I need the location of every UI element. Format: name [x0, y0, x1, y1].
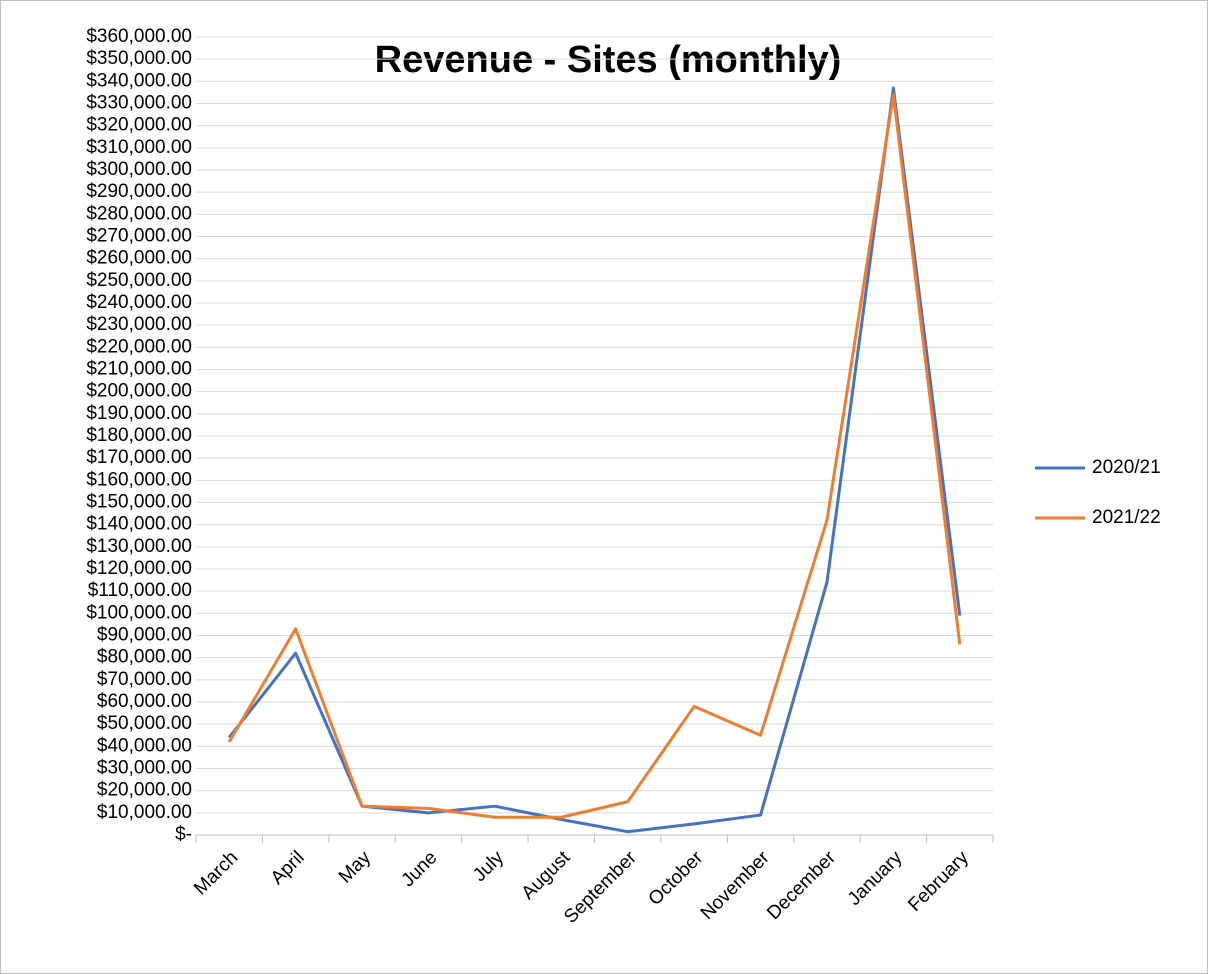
- y-tick-label: $100,000.00: [86, 602, 192, 623]
- chart-title: Revenue - Sites (monthly): [375, 39, 842, 81]
- y-tick-label: $40,000.00: [97, 735, 192, 756]
- y-tick-label: $50,000.00: [97, 713, 192, 734]
- y-tick-label: $180,000.00: [86, 425, 192, 446]
- y-tick-label: $150,000.00: [86, 492, 192, 513]
- y-tick-label: $140,000.00: [86, 514, 192, 535]
- y-tick-label: $320,000.00: [86, 115, 192, 136]
- y-tick-label: $210,000.00: [86, 359, 192, 380]
- y-tick-label: $80,000.00: [97, 647, 192, 668]
- y-tick-label: $120,000.00: [86, 558, 192, 579]
- legend-label: 2020/21: [1092, 457, 1161, 478]
- y-tick-label: $130,000.00: [86, 536, 192, 557]
- y-tick-label: $10,000.00: [97, 802, 192, 823]
- y-tick-label: $190,000.00: [86, 403, 192, 424]
- y-tick-label: $330,000.00: [86, 93, 192, 114]
- y-tick-label: $170,000.00: [86, 447, 192, 468]
- y-tick-label: $160,000.00: [86, 469, 192, 490]
- y-tick-label: $110,000.00: [88, 580, 192, 601]
- y-tick-label: $90,000.00: [97, 625, 192, 646]
- y-tick-label: $220,000.00: [86, 336, 192, 357]
- y-tick-label: $230,000.00: [86, 314, 192, 335]
- y-tick-label: $240,000.00: [86, 292, 192, 313]
- y-tick-label: $290,000.00: [86, 181, 192, 202]
- y-tick-label: $-: [175, 824, 192, 845]
- y-tick-label: $70,000.00: [97, 669, 192, 690]
- legend-label: 2021/22: [1092, 507, 1161, 528]
- y-tick-label: $280,000.00: [86, 203, 192, 224]
- y-tick-label: $20,000.00: [97, 780, 192, 801]
- y-tick-label: $350,000.00: [86, 48, 192, 69]
- y-tick-label: $300,000.00: [86, 159, 192, 180]
- y-tick-label: $310,000.00: [86, 137, 192, 158]
- y-tick-label: $200,000.00: [86, 381, 192, 402]
- y-tick-label: $60,000.00: [97, 691, 192, 712]
- y-tick-label: $250,000.00: [86, 270, 192, 291]
- series-line: [227, 93, 962, 819]
- y-tick-label: $340,000.00: [86, 70, 192, 91]
- y-tick-label: $260,000.00: [86, 248, 192, 269]
- y-tick-label: $30,000.00: [97, 758, 192, 779]
- y-tick-label: $270,000.00: [86, 226, 192, 247]
- y-tick-label: $360,000.00: [86, 26, 192, 47]
